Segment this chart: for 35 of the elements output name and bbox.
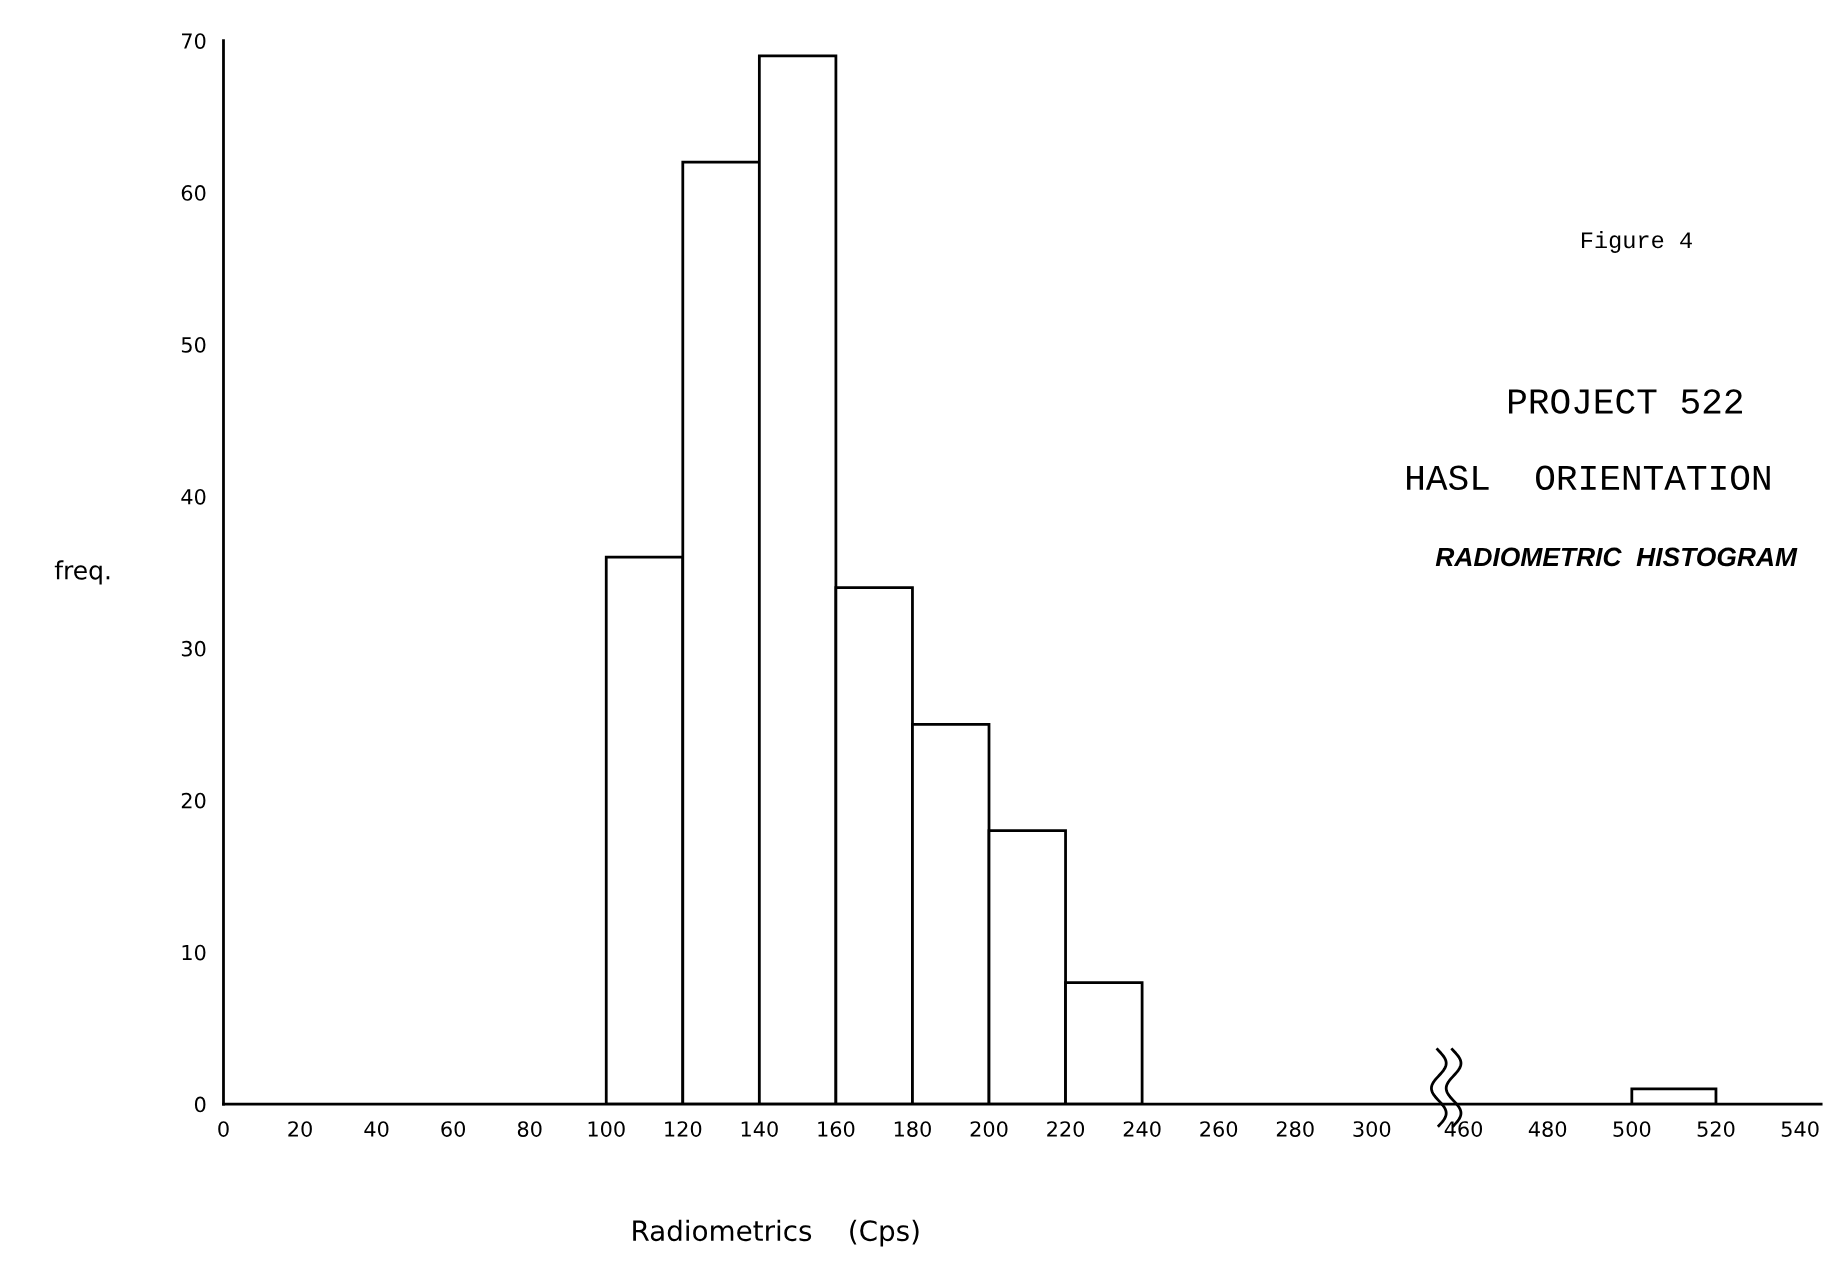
y-tick-label: 30 <box>181 640 206 657</box>
x-tick-label: 60 <box>441 1121 466 1137</box>
x-tick-label: 40 <box>364 1121 389 1137</box>
x-tick-label: 180 <box>894 1121 931 1137</box>
x-tick-label: 100 <box>588 1121 625 1137</box>
x-tick-label: 500 <box>1613 1121 1651 1137</box>
y-tick-label: 20 <box>181 792 206 809</box>
x-tick-label: 220 <box>1047 1121 1085 1137</box>
y-tick-label: 40 <box>181 488 206 505</box>
x-tick-label: 460 <box>1444 1121 1483 1137</box>
x-tick-label: 240 <box>1123 1121 1161 1137</box>
y-tick-label: 60 <box>181 185 206 201</box>
x-tick-label: 300 <box>1353 1121 1391 1137</box>
x-tick-label: 520 <box>1697 1121 1735 1137</box>
x-tick-label: 200 <box>970 1121 1008 1137</box>
annotation: RADIOMETRIC HISTOGRAM <box>1435 547 1798 567</box>
y-axis-title: freq. <box>54 560 110 585</box>
x-tick-label: 480 <box>1528 1121 1567 1137</box>
annotation: HASL ORIENTATION <box>1407 465 1770 491</box>
y-tick-label: 70 <box>182 33 206 49</box>
x-tick-label: 20 <box>288 1121 312 1137</box>
y-tick-label: 0 <box>194 1096 206 1113</box>
x-tick-label: 540 <box>1781 1121 1819 1137</box>
x-tick-label: 0 <box>218 1121 229 1137</box>
x-axis-title: Radiometrics (Cps) <box>633 1219 919 1247</box>
x-tick-label: 260 <box>1200 1121 1238 1137</box>
x-tick-label: 140 <box>741 1121 778 1137</box>
annotation: Figure 4 <box>1582 230 1692 253</box>
y-tick-label: 50 <box>181 336 206 353</box>
x-tick-label: 120 <box>665 1121 702 1137</box>
x-tick-label: 160 <box>818 1121 855 1137</box>
x-tick-label: 80 <box>517 1121 542 1137</box>
x-tick-label: 280 <box>1276 1121 1314 1137</box>
annotation: PROJECT 522 <box>1509 389 1742 414</box>
y-tick-label: 10 <box>182 944 206 961</box>
